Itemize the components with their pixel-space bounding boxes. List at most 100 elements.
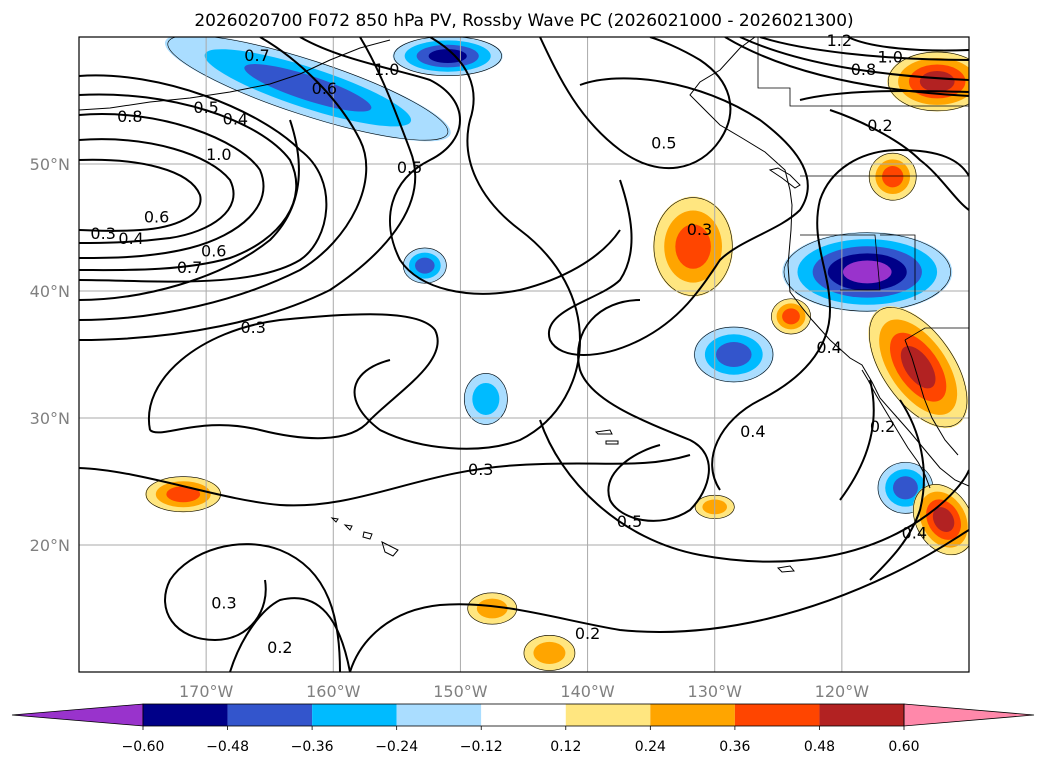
pv-contour-line <box>349 529 969 672</box>
pv-shade-band <box>882 166 904 188</box>
contour-label: 0.5 <box>397 158 422 177</box>
contour-label: 0.2 <box>267 638 292 657</box>
pv-contour-line <box>724 37 969 97</box>
colorbar-extend-max <box>903 703 1035 727</box>
pv-contour-line <box>759 37 969 61</box>
pv-anomaly-region <box>164 37 451 142</box>
pv-shade-band <box>716 342 752 367</box>
pv-shade-band <box>919 71 955 92</box>
contour-label: 0.6 <box>312 79 337 98</box>
pv-shade-band <box>472 382 500 415</box>
pv-shade-outline <box>393 37 502 76</box>
colorbar-tick-label: 0.60 <box>888 739 919 755</box>
pv-anomaly-region <box>782 231 953 312</box>
y-axis-ticks: 20°N 30°N 40°N 50°N <box>30 155 70 555</box>
pv-shade-band <box>675 224 711 269</box>
pv-contour-line <box>79 158 202 232</box>
pv-anomaly-region <box>868 152 917 201</box>
colorbar-segment <box>734 704 820 726</box>
pv-contour-line <box>79 119 300 301</box>
pv-contour-line <box>577 299 710 522</box>
colorbar-tick-label: 0.12 <box>550 739 581 755</box>
pv-shade-band <box>932 507 955 533</box>
pv-shade-outline <box>694 326 774 383</box>
pv-shade-outline <box>913 484 969 555</box>
x-tick-label: 160°W <box>306 682 361 701</box>
pv-shade-outline <box>783 232 951 312</box>
pv-shade-outline <box>523 635 576 671</box>
small-island-1 <box>605 440 619 445</box>
small-island-2 <box>594 429 613 435</box>
pv-shade-outline <box>771 298 811 335</box>
alaska-coastline <box>79 39 391 111</box>
colorbar-segment <box>396 704 482 726</box>
hawaii-island-3 <box>343 524 353 531</box>
contour-label: 0.6 <box>201 242 226 261</box>
pv-shade-band <box>892 476 918 500</box>
contour-label: 0.3 <box>90 224 115 243</box>
contour-label: 0.5 <box>193 98 218 117</box>
pv-shading <box>145 37 969 671</box>
contour-label: 0.4 <box>223 110 248 129</box>
pv-anomaly-region <box>868 306 968 429</box>
contour-label: 0.4 <box>118 229 143 248</box>
y-tick-label: 30°N <box>30 409 70 428</box>
pv-shade-outline <box>869 307 968 428</box>
colorbar-tick-label: −0.12 <box>460 739 503 755</box>
pv-shade-band <box>166 486 201 503</box>
map-frame <box>78 36 970 673</box>
pv-contour-line <box>711 148 969 491</box>
colorbar-segment <box>143 704 228 726</box>
pv-contour-line <box>79 454 691 507</box>
hawaii-island-4 <box>330 517 339 523</box>
pv-contour-line <box>79 113 265 259</box>
colorbar-tick-label: −0.60 <box>122 739 165 755</box>
pv-contour-line <box>829 109 969 211</box>
contour-label: 0.2 <box>867 116 892 135</box>
pv-shade-outline <box>463 373 508 425</box>
pv-shade-band <box>782 308 800 325</box>
contour-label: 0.3 <box>687 220 712 239</box>
pv-contour-line <box>147 313 439 440</box>
contour-label: 1.0 <box>877 47 902 66</box>
y-tick-label: 20°N <box>30 536 70 555</box>
pv-contour-line <box>799 89 969 101</box>
contour-labels: 0.71.00.60.50.40.81.00.50.50.3 0.40.60.70… <box>90 31 927 657</box>
guadalupe-island <box>776 565 795 573</box>
contour-label: 0.8 <box>117 107 142 126</box>
pv-contour-line <box>839 379 875 501</box>
political-borders <box>757 37 969 341</box>
y-tick-label: 50°N <box>30 155 70 174</box>
colorbar-segment <box>481 704 566 726</box>
x-axis-ticks: 170°W 160°W 150°W 140°W 130°W 120°W <box>179 682 869 701</box>
pv-contour-line <box>869 399 925 581</box>
x-tick-label: 130°W <box>688 682 743 701</box>
colorbar-tick-label: 0.48 <box>804 739 835 755</box>
pv-shade-outline <box>887 51 969 112</box>
pv-shade-band <box>843 260 892 284</box>
vancouver-island <box>768 167 801 189</box>
pv-shade-outline <box>653 197 733 296</box>
x-tick-label: 150°W <box>433 682 488 701</box>
pv-shade-outline <box>167 37 449 141</box>
contour-label: 0.3 <box>211 593 236 612</box>
colorbar-segment <box>650 704 735 726</box>
chart-title: 2026020700 F072 850 hPa PV, Rossby Wave … <box>194 11 853 31</box>
colorbar-frame <box>142 703 905 727</box>
pv-contour-line <box>539 37 732 170</box>
pv-contour-line <box>79 138 235 244</box>
y-tick-label: 40°N <box>30 282 70 301</box>
contour-label: 1.0 <box>374 60 399 79</box>
contour-label: 1.0 <box>206 145 231 164</box>
colorbar-segment <box>227 704 313 726</box>
pv-shade-outline <box>467 592 518 625</box>
state-border-2 <box>880 234 916 300</box>
pv-contour-line <box>739 37 969 81</box>
pv-contour-line <box>164 543 341 672</box>
alaska-canada-border <box>757 37 969 107</box>
colorbar-extend-min <box>11 703 144 727</box>
pv-shade-band <box>533 641 566 665</box>
contour-label: 0.7 <box>177 258 202 277</box>
pv-anomaly-region <box>467 592 518 625</box>
